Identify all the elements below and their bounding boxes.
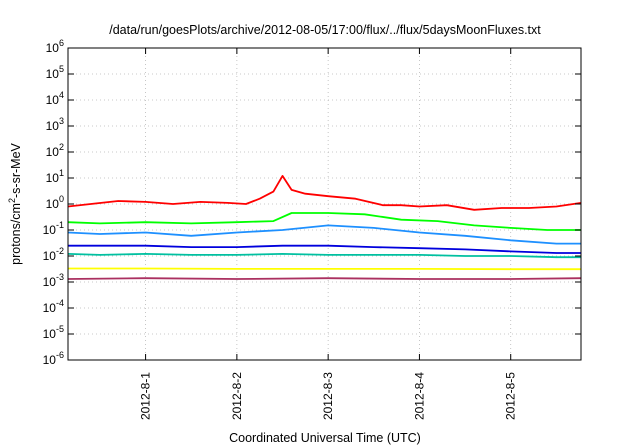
x-tick-label: 2012-8-1 bbox=[139, 372, 153, 420]
y-tick-label: 103 bbox=[46, 116, 64, 133]
y-tick-label: 106 bbox=[46, 38, 64, 55]
series-line-4 bbox=[67, 252, 581, 259]
grid-lines bbox=[68, 48, 581, 360]
series-line-6 bbox=[67, 277, 582, 280]
y-axis-label-prefix: protons/cm bbox=[9, 203, 23, 265]
y-tick-label: 10-6 bbox=[43, 350, 64, 367]
x-tick-label: 2012-8-5 bbox=[504, 372, 518, 420]
series-layer bbox=[67, 174, 582, 280]
series-line-2 bbox=[67, 224, 581, 245]
x-tick-label: 2012-8-2 bbox=[230, 372, 244, 420]
x-axis-label: Coordinated Universal Time (UTC) bbox=[229, 431, 421, 445]
y-tick-label: 102 bbox=[46, 142, 64, 159]
y-tick-label: 100 bbox=[46, 194, 64, 211]
series-line-5 bbox=[68, 267, 581, 271]
series-line-1 bbox=[67, 212, 581, 231]
y-tick-label: 105 bbox=[46, 64, 64, 81]
y-tick-label: 101 bbox=[46, 168, 64, 185]
y-tick-label: 10-1 bbox=[43, 220, 64, 237]
y-tick-label: 10-3 bbox=[43, 272, 64, 289]
y-tick-label: 10-4 bbox=[43, 298, 64, 315]
chart-title: /data/run/goesPlots/archive/2012-08-05/1… bbox=[109, 23, 541, 37]
y-tick-label: 10-2 bbox=[43, 246, 64, 263]
y-tick-label: 104 bbox=[46, 90, 64, 107]
y-tick-label: 10-5 bbox=[43, 324, 64, 341]
y-axis: 10-6 10-5 10-4 10-3 10-2 10-1 100 101 102 103 104 1… bbox=[43, 38, 581, 367]
series-line-0 bbox=[67, 174, 582, 211]
y-axis-label: protons/cm2-s-sr-MeV bbox=[7, 142, 23, 264]
x-axis: 2012-8-1 2012-8-2 2012-8-3 2012-8-4 2012-8-5 bbox=[139, 48, 518, 420]
series-line-3 bbox=[68, 244, 581, 254]
y-axis-label-superscript: 2 bbox=[7, 198, 17, 203]
x-tick-label: 2012-8-3 bbox=[321, 372, 335, 420]
y-axis-label-suffix: -s-sr-MeV bbox=[9, 142, 23, 198]
x-tick-label: 2012-8-4 bbox=[412, 372, 426, 420]
